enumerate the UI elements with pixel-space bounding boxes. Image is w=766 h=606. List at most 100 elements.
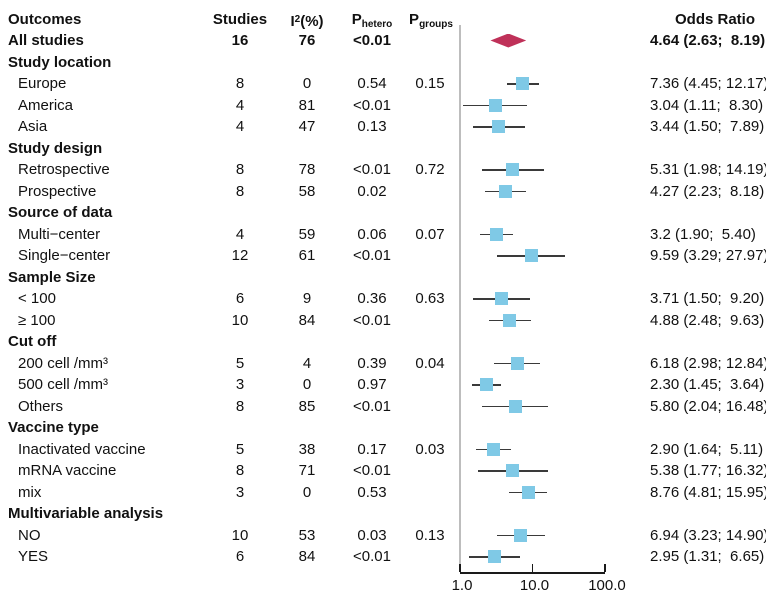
studies-count: 3 — [235, 483, 245, 501]
section-row: Sample Size — [0, 267, 766, 289]
p-groups-value: 0.63 — [415, 290, 445, 307]
p-hetero-value: 0.36 — [357, 290, 387, 307]
i2-value: 38 — [298, 440, 316, 458]
study-row: Prospective 8 58 0.02 4.27 (2.23; 8.18) — [0, 181, 766, 203]
x-axis-tick — [459, 564, 461, 572]
outcome-label: 500 cell /mm³ — [18, 376, 109, 393]
i2-value: 0 — [302, 75, 312, 92]
i2-value — [280, 52, 334, 74]
summary-diamond — [490, 33, 527, 48]
column-header-odds-ratio: Odds Ratio — [674, 11, 755, 28]
or-value: 6.18 (2.98; 12.84) — [650, 354, 766, 372]
forest-plot-cell — [450, 546, 650, 568]
forest-plot-cell — [450, 245, 650, 267]
or-value: 5.80 (2.04; 16.48) — [650, 397, 766, 415]
outcome-label: mRNA vaccine — [18, 462, 117, 479]
studies-count — [200, 417, 280, 439]
effect-square — [506, 464, 520, 478]
p-groups-value: 0.72 — [415, 161, 445, 178]
x-axis-tick — [531, 564, 534, 572]
studies-count: 5 — [235, 440, 245, 458]
studies-count: 8 — [235, 462, 245, 479]
outcome-label: Source of data — [8, 204, 113, 221]
effect-square — [514, 528, 528, 542]
forest-plot-cell — [450, 439, 650, 461]
study-row: Single−center 12 61 <0.01 9.59 (3.29; 27.97) — [0, 245, 766, 267]
column-header-outcomes: Outcomes — [8, 11, 82, 28]
i2-value — [280, 417, 334, 439]
p-hetero-value — [334, 503, 410, 525]
or-value — [650, 202, 766, 224]
or-value: 2.30 (1.45; 3.64) — [650, 376, 765, 393]
p-hetero-value: <0.01 — [353, 311, 391, 329]
studies-count: 10 — [231, 311, 249, 329]
outcome-label: Vaccine type — [8, 419, 99, 436]
studies-count — [200, 503, 280, 525]
or-value: 5.31 (1.98; 14.19) — [650, 161, 766, 178]
effect-square — [503, 313, 517, 327]
p-hetero-value: 0.13 — [357, 118, 387, 135]
or-value: 4.27 (2.23; 8.18) — [650, 182, 765, 200]
studies-count — [200, 202, 280, 224]
forest-plot-cell — [450, 396, 650, 418]
i2-value: 9 — [302, 290, 312, 307]
outcome-label: YES — [18, 548, 49, 565]
p-hetero-value — [334, 202, 410, 224]
forest-plot-cell — [450, 525, 650, 547]
p-hetero-value — [334, 267, 410, 289]
outcome-label: Study design — [8, 139, 103, 157]
forest-plot-cell — [450, 267, 650, 289]
p-hetero-value — [334, 417, 410, 439]
section-row: Study design — [0, 138, 766, 160]
forest-plot-cell — [450, 159, 650, 181]
studies-count: 5 — [235, 354, 245, 372]
effect-square — [487, 550, 501, 564]
i2-value — [280, 503, 334, 525]
studies-count: 4 — [235, 96, 245, 114]
or-value: 3.2 (1.90; 5.40) — [650, 225, 756, 243]
p-groups-value — [410, 546, 450, 568]
p-hetero-value: 0.06 — [357, 225, 387, 243]
study-row: Inactivated vaccine 5 38 0.17 0.03 2.90 (1.64… — [0, 439, 766, 461]
or-value: 4.88 (2.48; 9.63) — [650, 311, 765, 329]
forest-plot-cell — [450, 482, 650, 504]
effect-square — [508, 399, 522, 413]
p-groups-value — [410, 181, 450, 203]
column-header-p-groups: Pgroups — [409, 11, 453, 30]
p-groups-value — [410, 116, 450, 138]
p-groups-value — [410, 503, 450, 525]
p-groups-value — [410, 267, 450, 289]
studies-count — [200, 138, 280, 160]
p-hetero-value — [334, 138, 410, 160]
study-row: ≥ 100 10 84 <0.01 4.88 (2.48; 9.63) — [0, 310, 766, 332]
effect-square — [494, 292, 508, 306]
p-groups-value — [410, 417, 450, 439]
x-axis-line — [460, 572, 605, 574]
studies-count: 4 — [235, 225, 245, 243]
forest-plot-cell — [450, 202, 650, 224]
forest-plot-cell — [450, 288, 650, 310]
effect-square — [487, 442, 501, 456]
p-groups-value: 0.15 — [415, 75, 445, 92]
forest-plot-cell — [450, 73, 650, 95]
p-hetero-value: <0.01 — [353, 32, 391, 49]
p-hetero-value: <0.01 — [353, 548, 391, 565]
study-row: 200 cell /mm³ 5 4 0.39 0.04 6.18 (2.98; 12.84… — [0, 353, 766, 375]
outcome-label: Multi−center — [18, 225, 101, 243]
outcome-label: Study location — [8, 53, 112, 71]
studies-count: 8 — [235, 397, 245, 415]
forest-plot-cell — [450, 116, 650, 138]
forest-plot-cell — [450, 331, 650, 353]
p-hetero-value: 0.17 — [357, 440, 387, 458]
i2-value: 0 — [302, 483, 312, 501]
forest-rows: All studies 16 76 <0.01 4.64 (2.63; 8.19) Stu… — [0, 30, 766, 568]
x-axis-tick-label: 10.0 — [519, 577, 550, 594]
or-value: 8.76 (4.81; 15.95) — [650, 483, 766, 501]
effect-square — [521, 485, 535, 499]
or-value: 3.71 (1.50; 9.20) — [650, 290, 765, 307]
effect-square — [516, 77, 530, 91]
outcome-label: Others — [18, 397, 64, 415]
studies-count: 6 — [235, 548, 245, 565]
studies-count — [200, 267, 280, 289]
